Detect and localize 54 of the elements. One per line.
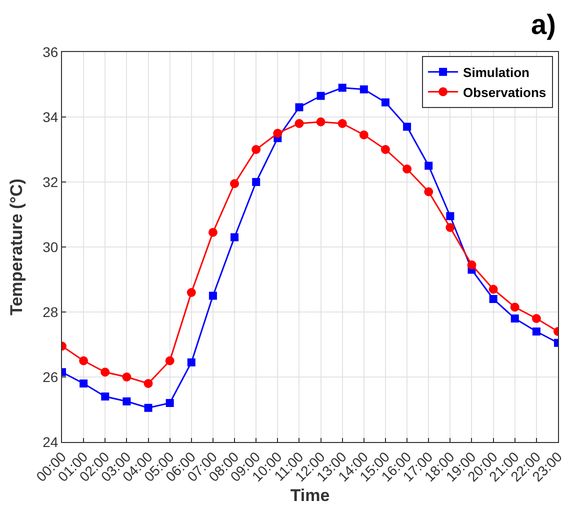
x-axis-title: Time <box>290 486 330 506</box>
point <box>208 292 217 300</box>
point <box>402 164 412 174</box>
point <box>381 98 390 106</box>
point <box>532 314 541 323</box>
point <box>101 392 110 400</box>
legend-label: Simulation <box>463 64 530 80</box>
point <box>144 379 153 388</box>
y-tick-label: 34 <box>42 108 58 125</box>
point <box>230 233 239 242</box>
point <box>316 117 326 126</box>
point <box>80 380 88 388</box>
point <box>488 284 498 294</box>
point <box>510 302 520 312</box>
point <box>532 328 540 336</box>
point <box>316 92 325 100</box>
point <box>252 178 260 186</box>
y-tick-label: 36 <box>42 44 58 60</box>
point <box>122 397 131 406</box>
point <box>489 295 498 303</box>
point <box>166 399 174 407</box>
point <box>230 179 240 188</box>
y-tick-label: 24 <box>42 434 58 450</box>
y-tick-label: 30 <box>42 238 58 255</box>
point <box>424 187 434 196</box>
point <box>294 119 304 128</box>
point <box>510 314 519 322</box>
text: a) <box>531 9 556 40</box>
point <box>144 404 152 412</box>
point <box>187 358 196 366</box>
point <box>360 85 368 94</box>
point <box>403 122 412 131</box>
point <box>122 372 132 382</box>
point <box>165 356 174 366</box>
point <box>424 162 433 170</box>
point <box>208 228 218 237</box>
point <box>467 260 476 270</box>
y-axis-title: Temperature (°C) <box>7 178 26 316</box>
y-tick-label: 32 <box>42 174 58 190</box>
point <box>79 356 88 366</box>
point <box>186 288 196 297</box>
point <box>359 130 368 140</box>
point <box>380 145 390 154</box>
point <box>273 128 282 138</box>
point <box>100 368 110 377</box>
point <box>446 223 455 232</box>
point <box>446 212 454 220</box>
point <box>295 103 304 112</box>
point <box>338 84 346 92</box>
point <box>252 145 261 154</box>
legend-label: Observations <box>463 84 546 100</box>
point <box>338 119 347 128</box>
y-tick-label: 26 <box>42 368 58 385</box>
y-tick-label: 28 <box>42 304 58 320</box>
